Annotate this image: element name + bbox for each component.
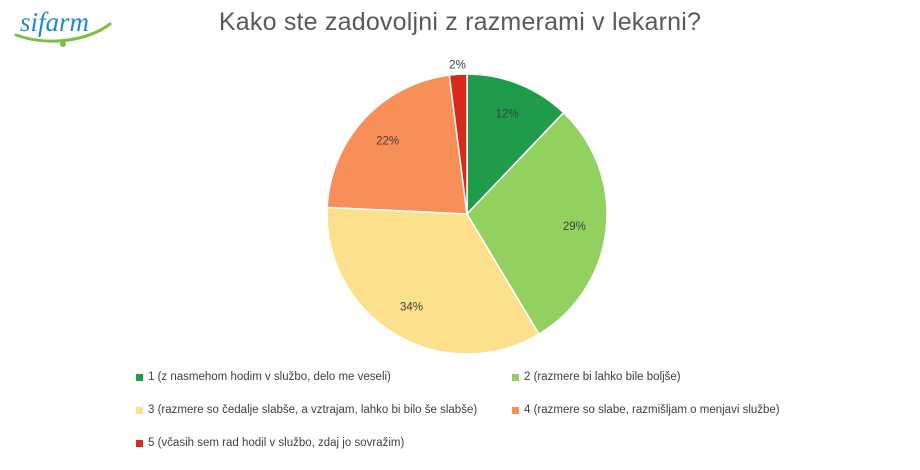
- legend-swatch-3: [136, 406, 143, 414]
- chart-title: Kako ste zadovoljni z razmerami v lekarn…: [218, 8, 702, 36]
- logo-dot: [60, 41, 66, 47]
- legend-swatch-2: [512, 373, 519, 381]
- legend-swatch-4: [512, 406, 519, 414]
- sifarm-logo: sifarm: [14, 7, 112, 47]
- legend-label-3: 3 (razmere so čedalje slabše, a vztrajam…: [148, 404, 478, 416]
- legend-swatch-1: [136, 373, 143, 381]
- data-label-2: 29%: [563, 221, 586, 233]
- legend-label-4: 4 (razmere so slabe, razmišljam o menjav…: [524, 404, 780, 416]
- logo-swoosh: [14, 22, 112, 43]
- legend-item-1: 1 (z nasmehom hodim v službo, delo me ve…: [136, 371, 391, 383]
- legend-swatch-5: [136, 439, 143, 447]
- legend-label-5: 5 (včasih sem rad hodil v službo, zdaj j…: [148, 437, 405, 449]
- legend-label-2: 2 (razmere bi lahko bile boljše): [524, 371, 681, 383]
- data-label-3: 34%: [400, 302, 423, 314]
- legend-item-2: 2 (razmere bi lahko bile boljše): [512, 371, 681, 383]
- pie-slice-2: [466, 111, 608, 336]
- legend-item-5: 5 (včasih sem rad hodil v službo, zdaj j…: [136, 437, 404, 449]
- data-label-5: 2%: [449, 59, 466, 71]
- data-label-1: 12%: [496, 109, 519, 121]
- logo-text: sifarm: [20, 7, 89, 37]
- legend-item-3: 3 (razmere so čedalje slabše, a vztrajam…: [136, 404, 477, 416]
- data-label-4: 22%: [376, 136, 399, 148]
- legend-item-4: 4 (razmere so slabe, razmišljam o menjav…: [512, 404, 780, 416]
- pie-slice-4: [326, 74, 468, 215]
- pie-slice-1: [466, 73, 565, 216]
- legend-label-1: 1 (z nasmehom hodim v službo, delo me ve…: [148, 371, 391, 383]
- pie-slice-3: [326, 206, 540, 355]
- pie-slice-5: [448, 73, 468, 215]
